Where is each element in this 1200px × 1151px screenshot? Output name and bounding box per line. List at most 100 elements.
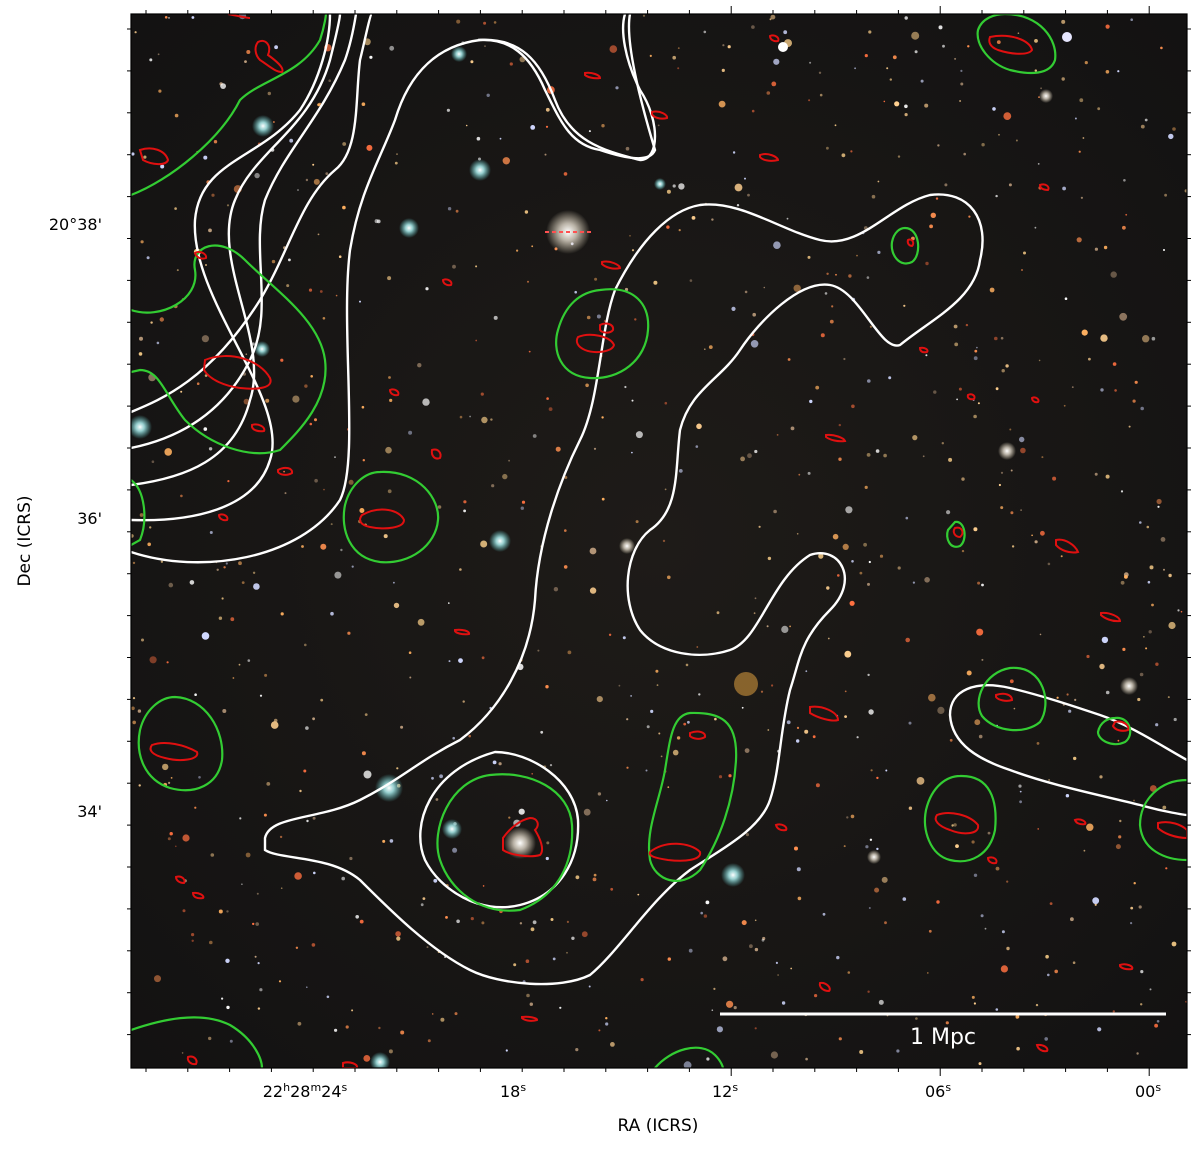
star	[393, 581, 395, 584]
star	[174, 207, 177, 210]
star	[770, 14, 776, 20]
star	[843, 357, 846, 361]
star	[672, 184, 676, 188]
star	[1040, 530, 1045, 536]
star	[134, 31, 137, 34]
star	[1009, 679, 1014, 684]
green-contour	[976, 14, 1057, 75]
star	[303, 769, 307, 773]
green-contour	[342, 470, 440, 564]
star	[363, 1055, 371, 1062]
star	[359, 300, 361, 303]
star	[1168, 573, 1172, 578]
star	[531, 245, 534, 248]
star	[711, 1009, 714, 1011]
star	[956, 398, 958, 401]
star	[267, 91, 271, 96]
white-contours	[131, 14, 1187, 986]
star	[335, 294, 338, 297]
star	[726, 1000, 734, 1008]
star	[937, 144, 940, 147]
star	[874, 887, 880, 893]
star	[1097, 107, 1101, 111]
star	[1140, 406, 1144, 411]
star	[1105, 474, 1110, 479]
star	[960, 82, 964, 86]
star	[1155, 662, 1159, 666]
star	[313, 871, 316, 875]
star	[1020, 447, 1026, 454]
star	[698, 693, 701, 696]
star	[459, 568, 462, 571]
star	[483, 21, 487, 25]
star	[844, 715, 847, 718]
star	[454, 1012, 458, 1016]
star	[545, 107, 550, 112]
star	[953, 823, 957, 827]
star	[1019, 790, 1022, 793]
star	[908, 806, 913, 810]
star	[624, 287, 629, 292]
star	[967, 45, 970, 48]
star	[550, 918, 554, 921]
star	[279, 835, 283, 839]
star	[439, 774, 443, 779]
star	[980, 914, 984, 918]
star	[796, 867, 801, 872]
star	[767, 729, 770, 731]
star	[854, 67, 856, 70]
star	[244, 60, 247, 63]
star	[417, 618, 425, 626]
star	[832, 533, 839, 540]
star	[662, 539, 666, 543]
star	[914, 50, 918, 54]
star	[246, 50, 251, 54]
star	[191, 16, 195, 19]
star	[601, 124, 605, 128]
star	[588, 130, 591, 133]
star	[257, 1007, 261, 1010]
white-contour	[131, 14, 332, 522]
star	[908, 721, 912, 725]
star	[1010, 469, 1013, 472]
star	[865, 845, 869, 849]
star	[834, 124, 837, 127]
star	[889, 78, 892, 81]
star	[585, 383, 589, 388]
star	[1086, 654, 1090, 659]
star	[490, 418, 493, 421]
star	[902, 897, 907, 901]
star	[608, 633, 612, 636]
star	[752, 312, 756, 317]
star	[1086, 823, 1094, 831]
star	[961, 477, 965, 481]
y-axis-label: Dec (ICRS)	[15, 495, 35, 586]
star	[226, 910, 229, 913]
white-contour	[131, 14, 657, 564]
star	[859, 1050, 864, 1054]
star	[566, 920, 570, 924]
red-contour	[934, 812, 980, 835]
star	[284, 492, 287, 495]
star	[981, 583, 984, 587]
star	[1151, 336, 1156, 341]
star	[1009, 428, 1012, 431]
star	[532, 920, 537, 925]
star	[147, 542, 151, 547]
star	[160, 560, 164, 563]
star	[1138, 905, 1142, 909]
star	[532, 434, 537, 438]
star	[744, 748, 750, 753]
star	[981, 658, 984, 661]
star	[751, 25, 755, 29]
star	[1065, 794, 1070, 798]
star	[1061, 19, 1066, 24]
star	[1062, 186, 1066, 191]
bright-star	[451, 46, 467, 62]
star	[973, 1002, 977, 1005]
star	[630, 695, 632, 697]
star	[1023, 251, 1026, 255]
white-contour	[131, 14, 342, 487]
star	[518, 808, 525, 815]
star	[916, 777, 925, 785]
